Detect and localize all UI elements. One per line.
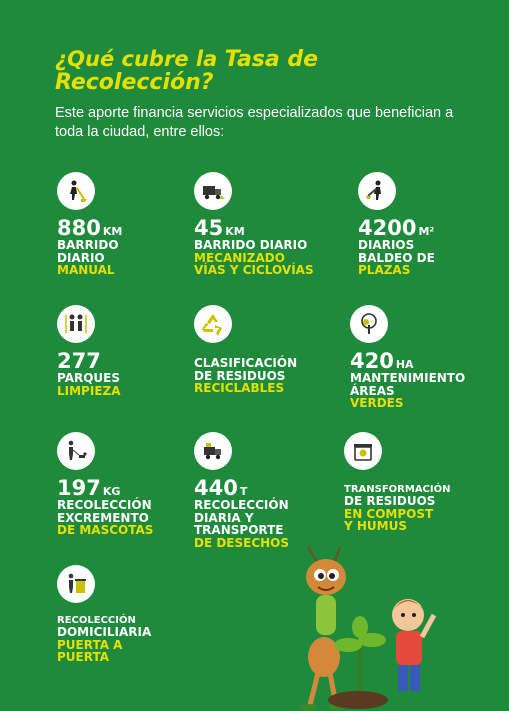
- item-unit: m²: [418, 225, 435, 238]
- service-item-recoleccion-desechos: 440 t RECOLECCIÓN DIARIA Y TRANSPORTE DE …: [194, 432, 289, 549]
- service-item-clasificacion: CLASIFICACIÓN DE RESIDUOS RECICLABLES: [194, 305, 297, 395]
- item-label: ÁREAS: [350, 383, 395, 398]
- item-label: CLASIFICACIÓN: [194, 356, 298, 370]
- item-label-highlight: LIMPIEZA: [57, 383, 121, 398]
- item-unit: km: [225, 225, 245, 238]
- item-unit: t: [239, 485, 248, 498]
- item-unit: KG: [102, 485, 121, 498]
- street-sweeper-truck-icon: [194, 172, 232, 210]
- item-label: DIARIOS: [358, 238, 415, 252]
- item-label-highlight: PLAZAS: [358, 263, 411, 277]
- title-line1-strong: Tasa de: [224, 47, 319, 72]
- item-label: DOMICILIARIA: [57, 625, 152, 639]
- compost-bin-icon: [344, 432, 382, 470]
- service-item-parques: 277 PARQUES LIMPIEZA: [57, 305, 121, 397]
- item-number: 45: [194, 216, 224, 240]
- item-label: DE RESIDUOS: [194, 368, 286, 383]
- item-label-highlight: VERDES: [350, 396, 404, 410]
- title-line2: Recolección?: [55, 70, 214, 95]
- garbage-truck-icon: [194, 432, 232, 470]
- item-unit: km: [102, 225, 123, 238]
- recycle-icon: [194, 305, 232, 343]
- service-item-barrido-mecanizado: 45 km BARRIDO DIARIO MECANIZADO VÍAS Y CI…: [194, 172, 314, 277]
- service-item-baldeo-plazas: 4200 m² DIARIOS BALDEO DE PLAZAS: [358, 172, 435, 277]
- item-label: DIARIO: [57, 250, 105, 265]
- item-unit: HA: [395, 358, 414, 371]
- item-number: 880: [57, 216, 101, 240]
- item-label-small: TRANSFORMACIÓN: [344, 484, 451, 495]
- people-park-icon: [57, 305, 95, 343]
- service-item-mascotas: 197 KG RECOLECCIÓN EXCREMENTO DE MASCOTAS: [57, 432, 153, 537]
- item-label: BALDEO DE: [358, 250, 435, 265]
- item-label: RECOLECCIÓN: [194, 498, 289, 512]
- item-label-highlight: Y HUMUS: [344, 519, 407, 533]
- title-line1: ¿Qué cubre la: [55, 47, 225, 71]
- item-label-highlight: PUERTA: [57, 650, 109, 664]
- bucket-cleaning-icon: [358, 172, 396, 210]
- service-item-areas-verdes: 420 HA MANTENIMIENTO ÁREAS VERDES: [350, 305, 465, 410]
- waste-bin-icon: [57, 565, 95, 603]
- item-label-highlight: RECICLABLES: [194, 381, 285, 395]
- sweeper-icon: [57, 172, 95, 210]
- item-label: EXCREMENTO: [57, 510, 149, 525]
- item-label-highlight: MECANIZADO: [194, 250, 285, 265]
- tree-icon: [350, 305, 388, 343]
- dog-walking-icon: [57, 432, 95, 470]
- item-label-highlight: EN COMPOST: [344, 506, 434, 521]
- service-item-domiciliaria: RECOLECCIÓN DOMICILIARIA PUERTA A PUERTA: [57, 565, 151, 664]
- page-subtitle: Este aporte financia servicios especiali…: [55, 105, 454, 140]
- item-number: 277: [57, 349, 101, 373]
- service-item-barrido-manual: 880 km BARRIDO DIARIO MANUAL: [57, 172, 122, 277]
- item-label-highlight: DE DESECHOS: [194, 535, 290, 550]
- item-label: RECOLECCIÓN: [57, 498, 152, 512]
- item-label: DIARIA Y: [194, 510, 254, 525]
- item-label-small: RECOLECCIÓN: [57, 615, 136, 626]
- mascot-illustration: [299, 546, 437, 710]
- item-label-highlight: VÍAS Y CICLOVÍAS: [194, 263, 314, 277]
- service-item-compost: TRANSFORMACIÓN DE RESIDUOS EN COMPOST Y …: [344, 432, 450, 533]
- item-number: 4200: [358, 216, 417, 240]
- item-label: PARQUES: [57, 371, 121, 385]
- item-label-highlight: MANUAL: [57, 263, 115, 277]
- page-title: ¿Qué cubre la Tasa de Recolección?: [55, 48, 455, 94]
- item-label: BARRIDO DIARIO: [194, 238, 308, 252]
- item-label: BARRIDO: [57, 238, 119, 252]
- item-label-highlight: PUERTA A: [57, 637, 123, 652]
- item-label: TRANSPORTE: [194, 523, 284, 537]
- item-label: DE RESIDUOS: [344, 494, 436, 508]
- item-number: 440: [194, 476, 238, 500]
- item-label: MANTENIMIENTO: [350, 371, 466, 385]
- item-number: 420: [350, 349, 394, 373]
- item-label-highlight: DE MASCOTAS: [57, 523, 154, 537]
- item-number: 197: [57, 476, 101, 500]
